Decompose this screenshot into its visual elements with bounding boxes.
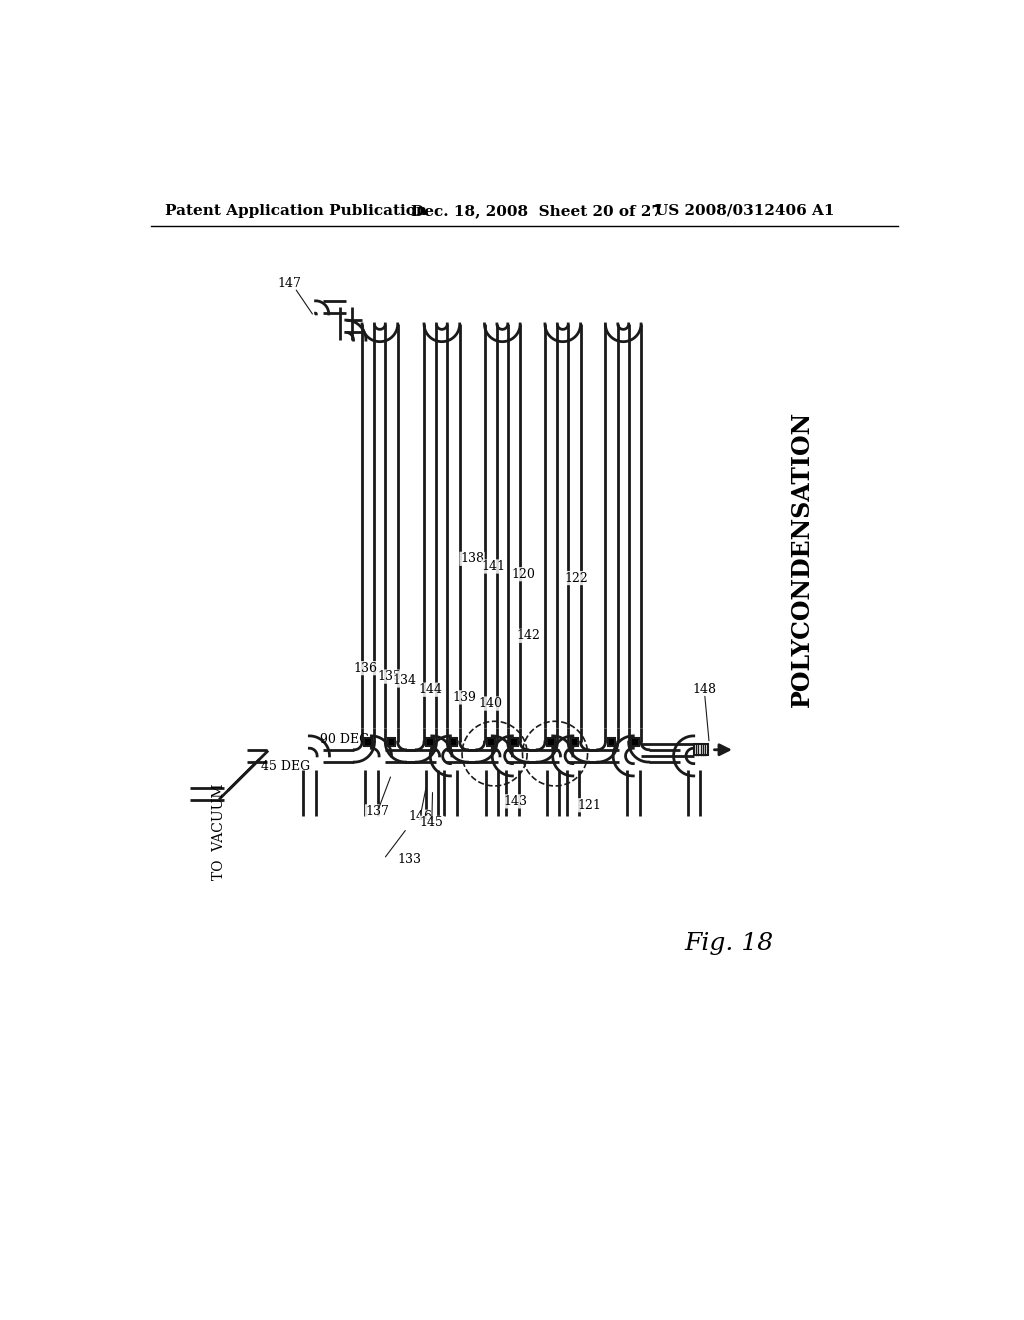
- Text: 147: 147: [278, 277, 301, 289]
- Text: 133: 133: [397, 853, 421, 866]
- Text: 142: 142: [516, 630, 540, 643]
- Text: 120: 120: [511, 568, 536, 581]
- Bar: [450, 738, 458, 746]
- Text: POLYCONDENSATION: POLYCONDENSATION: [791, 411, 814, 708]
- Text: 146: 146: [409, 810, 432, 824]
- Text: 90 DEG: 90 DEG: [321, 733, 370, 746]
- Text: 122: 122: [564, 572, 588, 585]
- Bar: [693, 744, 708, 755]
- Text: 138: 138: [460, 552, 484, 565]
- Text: Fig. 18: Fig. 18: [684, 932, 773, 956]
- Text: Dec. 18, 2008  Sheet 20 of 27: Dec. 18, 2008 Sheet 20 of 27: [411, 203, 662, 218]
- Text: 145: 145: [420, 816, 443, 829]
- Bar: [365, 738, 372, 746]
- Text: 136: 136: [354, 661, 378, 675]
- Bar: [570, 738, 579, 746]
- Text: 143: 143: [504, 795, 527, 808]
- Text: 135: 135: [377, 671, 401, 684]
- Bar: [510, 738, 518, 746]
- Bar: [547, 738, 555, 746]
- Text: 144: 144: [418, 684, 442, 696]
- Bar: [486, 738, 495, 746]
- Bar: [426, 738, 434, 746]
- Text: 45 DEG: 45 DEG: [261, 760, 310, 774]
- Text: 141: 141: [482, 560, 506, 573]
- Text: 139: 139: [453, 690, 476, 704]
- Bar: [607, 738, 615, 746]
- Bar: [388, 738, 395, 746]
- Text: 137: 137: [366, 805, 389, 818]
- Text: 134: 134: [392, 675, 417, 686]
- Text: 148: 148: [692, 684, 717, 696]
- Text: 140: 140: [478, 697, 503, 710]
- Text: Patent Application Publication: Patent Application Publication: [165, 203, 427, 218]
- Text: US 2008/0312406 A1: US 2008/0312406 A1: [655, 203, 835, 218]
- Bar: [631, 738, 639, 746]
- Text: 121: 121: [578, 799, 601, 812]
- Text: TO  VACUUM: TO VACUUM: [212, 784, 226, 880]
